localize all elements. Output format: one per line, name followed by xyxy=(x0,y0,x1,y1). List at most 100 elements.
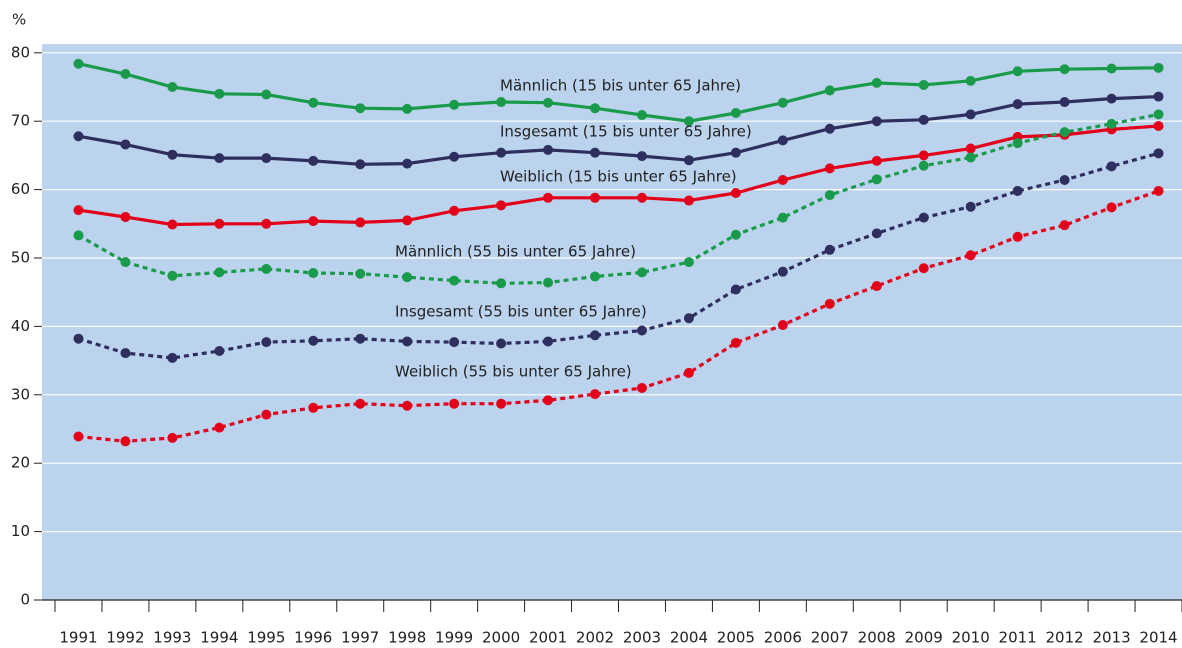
data-point xyxy=(683,116,694,127)
data-point xyxy=(824,85,835,96)
data-point xyxy=(636,325,647,336)
data-point xyxy=(1106,93,1117,104)
data-point xyxy=(167,270,178,281)
series-line xyxy=(78,62,1159,123)
plot-background xyxy=(42,44,1182,600)
data-point xyxy=(636,151,647,162)
data-point xyxy=(683,313,694,324)
data-point xyxy=(355,268,366,279)
x-tick-label: 2006 xyxy=(764,629,802,647)
data-point xyxy=(1059,97,1070,108)
x-tick-label: 2014 xyxy=(1139,629,1177,647)
data-point xyxy=(824,190,835,201)
data-point xyxy=(355,398,366,409)
data-point xyxy=(543,395,554,406)
data-point xyxy=(636,110,647,121)
data-point xyxy=(590,103,601,114)
data-point xyxy=(73,333,84,344)
data-point xyxy=(777,97,788,108)
data-point xyxy=(824,298,835,309)
data-point xyxy=(730,229,741,240)
data-point xyxy=(590,147,601,158)
data-point xyxy=(308,97,319,108)
data-point xyxy=(543,144,554,155)
y-axis-label: % xyxy=(12,11,26,29)
data-point xyxy=(1153,91,1164,102)
data-point xyxy=(120,211,131,222)
data-point xyxy=(308,268,319,279)
x-tick-label: 1998 xyxy=(388,629,426,647)
y-tick-label: 40 xyxy=(11,317,30,335)
data-point xyxy=(1153,120,1164,131)
y-tick-label: 80 xyxy=(11,43,30,61)
data-point xyxy=(543,336,554,347)
series-label: Insgesamt (15 bis unter 65 Jahre) xyxy=(500,123,752,141)
data-point xyxy=(120,139,131,150)
series-label: Weiblich (55 bis unter 65 Jahre) xyxy=(395,363,632,381)
data-point xyxy=(871,228,882,239)
data-point xyxy=(261,89,272,100)
x-tick-label: 2004 xyxy=(670,629,708,647)
x-tick-label: 2007 xyxy=(811,629,849,647)
data-point xyxy=(590,192,601,203)
series-line xyxy=(77,112,1159,285)
data-point xyxy=(824,163,835,174)
data-point xyxy=(1153,109,1164,120)
data-point xyxy=(449,151,460,162)
data-point xyxy=(730,188,741,199)
data-point xyxy=(214,88,225,99)
data-point xyxy=(1153,185,1164,196)
x-tick-label: 1999 xyxy=(435,629,473,647)
data-point xyxy=(449,337,460,348)
data-point xyxy=(730,147,741,158)
x-tick-label: 2012 xyxy=(1046,629,1084,647)
data-point xyxy=(214,218,225,229)
data-point xyxy=(590,389,601,400)
data-point xyxy=(965,109,976,120)
data-point xyxy=(402,103,413,114)
data-point xyxy=(261,153,272,164)
data-point xyxy=(167,82,178,92)
data-point xyxy=(1153,62,1164,73)
x-tick-label: 1997 xyxy=(341,629,379,647)
data-point xyxy=(1059,220,1070,231)
data-point xyxy=(1106,161,1117,172)
y-tick-label: 0 xyxy=(20,591,30,609)
data-point xyxy=(636,382,647,393)
data-point xyxy=(1106,118,1117,129)
x-tick-label: 2000 xyxy=(482,629,520,647)
data-point xyxy=(261,263,272,274)
series-label: Insgesamt (55 bis unter 65 Jahre) xyxy=(395,303,647,321)
data-point xyxy=(871,281,882,292)
data-point xyxy=(1012,185,1023,196)
data-point xyxy=(871,155,882,166)
data-point xyxy=(496,398,507,409)
data-point xyxy=(777,212,788,223)
data-point xyxy=(167,432,178,443)
y-tick-label: 20 xyxy=(11,454,30,472)
x-tick-label: 2005 xyxy=(717,629,755,647)
data-point xyxy=(871,77,882,88)
data-point xyxy=(730,337,741,348)
data-point xyxy=(120,257,131,268)
data-point xyxy=(1012,138,1023,149)
data-point xyxy=(449,99,460,110)
x-tick-label: 2003 xyxy=(623,629,661,647)
data-point xyxy=(308,335,319,346)
data-point xyxy=(214,153,225,164)
data-point xyxy=(1153,148,1164,159)
data-point xyxy=(918,212,929,223)
data-point xyxy=(636,267,647,278)
data-point xyxy=(636,192,647,203)
data-point xyxy=(261,337,272,348)
data-point xyxy=(355,103,366,114)
data-point xyxy=(214,422,225,433)
data-point xyxy=(871,174,882,185)
series-line xyxy=(78,189,1160,443)
data-point xyxy=(683,155,694,166)
data-point xyxy=(496,338,507,349)
data-point xyxy=(543,277,554,288)
series-line xyxy=(78,95,1159,166)
x-tick-label: 1991 xyxy=(59,629,97,647)
